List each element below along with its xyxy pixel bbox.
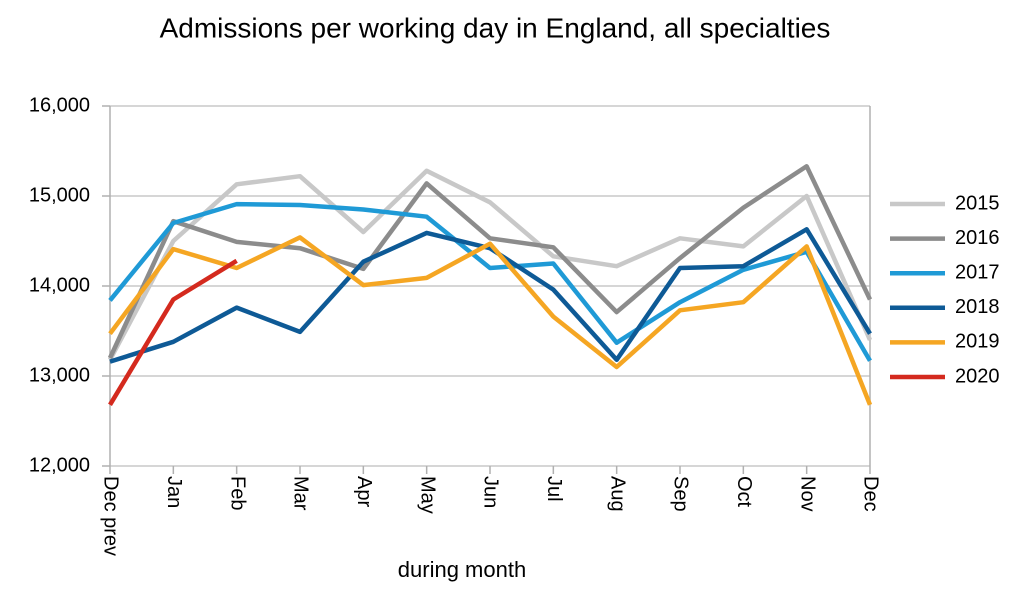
x-tick-label: Apr xyxy=(353,476,375,507)
legend-label: 2015 xyxy=(955,192,1000,214)
x-tick-label: May xyxy=(416,476,438,514)
x-tick-label: Jan xyxy=(163,476,185,508)
y-tick-label: 15,000 xyxy=(29,184,90,206)
series-line xyxy=(108,258,238,406)
x-tick-label: Oct xyxy=(733,476,755,508)
x-tick-label: Mar xyxy=(290,476,312,511)
y-tick-label: 13,000 xyxy=(29,364,90,386)
series-line xyxy=(108,201,872,362)
legend-label: 2016 xyxy=(955,227,1000,249)
x-tick-label: Sep xyxy=(670,476,692,512)
x-tick-label: Aug xyxy=(606,476,628,512)
chart-title: Admissions per working day in England, a… xyxy=(160,12,831,43)
legend-label: 2018 xyxy=(955,296,1000,318)
legend-label: 2017 xyxy=(955,261,1000,283)
series-line xyxy=(107,164,873,359)
x-axis-label: during month xyxy=(398,557,526,582)
series-line xyxy=(108,235,873,406)
series-line xyxy=(109,227,872,364)
series-line xyxy=(108,168,873,361)
legend-label: 2020 xyxy=(955,365,1000,387)
x-tick-label: Dec xyxy=(860,476,882,512)
y-tick-label: 12,000 xyxy=(29,454,90,476)
x-tick-label: Jul xyxy=(543,476,565,502)
x-tick-label: Jun xyxy=(480,476,502,508)
y-tick-label: 14,000 xyxy=(29,274,90,296)
x-tick-label: Dec prev xyxy=(100,476,122,556)
x-tick-label: Feb xyxy=(226,476,248,510)
y-tick-label: 16,000 xyxy=(29,94,90,116)
x-tick-label: Nov xyxy=(796,476,818,512)
legend-label: 2019 xyxy=(955,331,1000,353)
